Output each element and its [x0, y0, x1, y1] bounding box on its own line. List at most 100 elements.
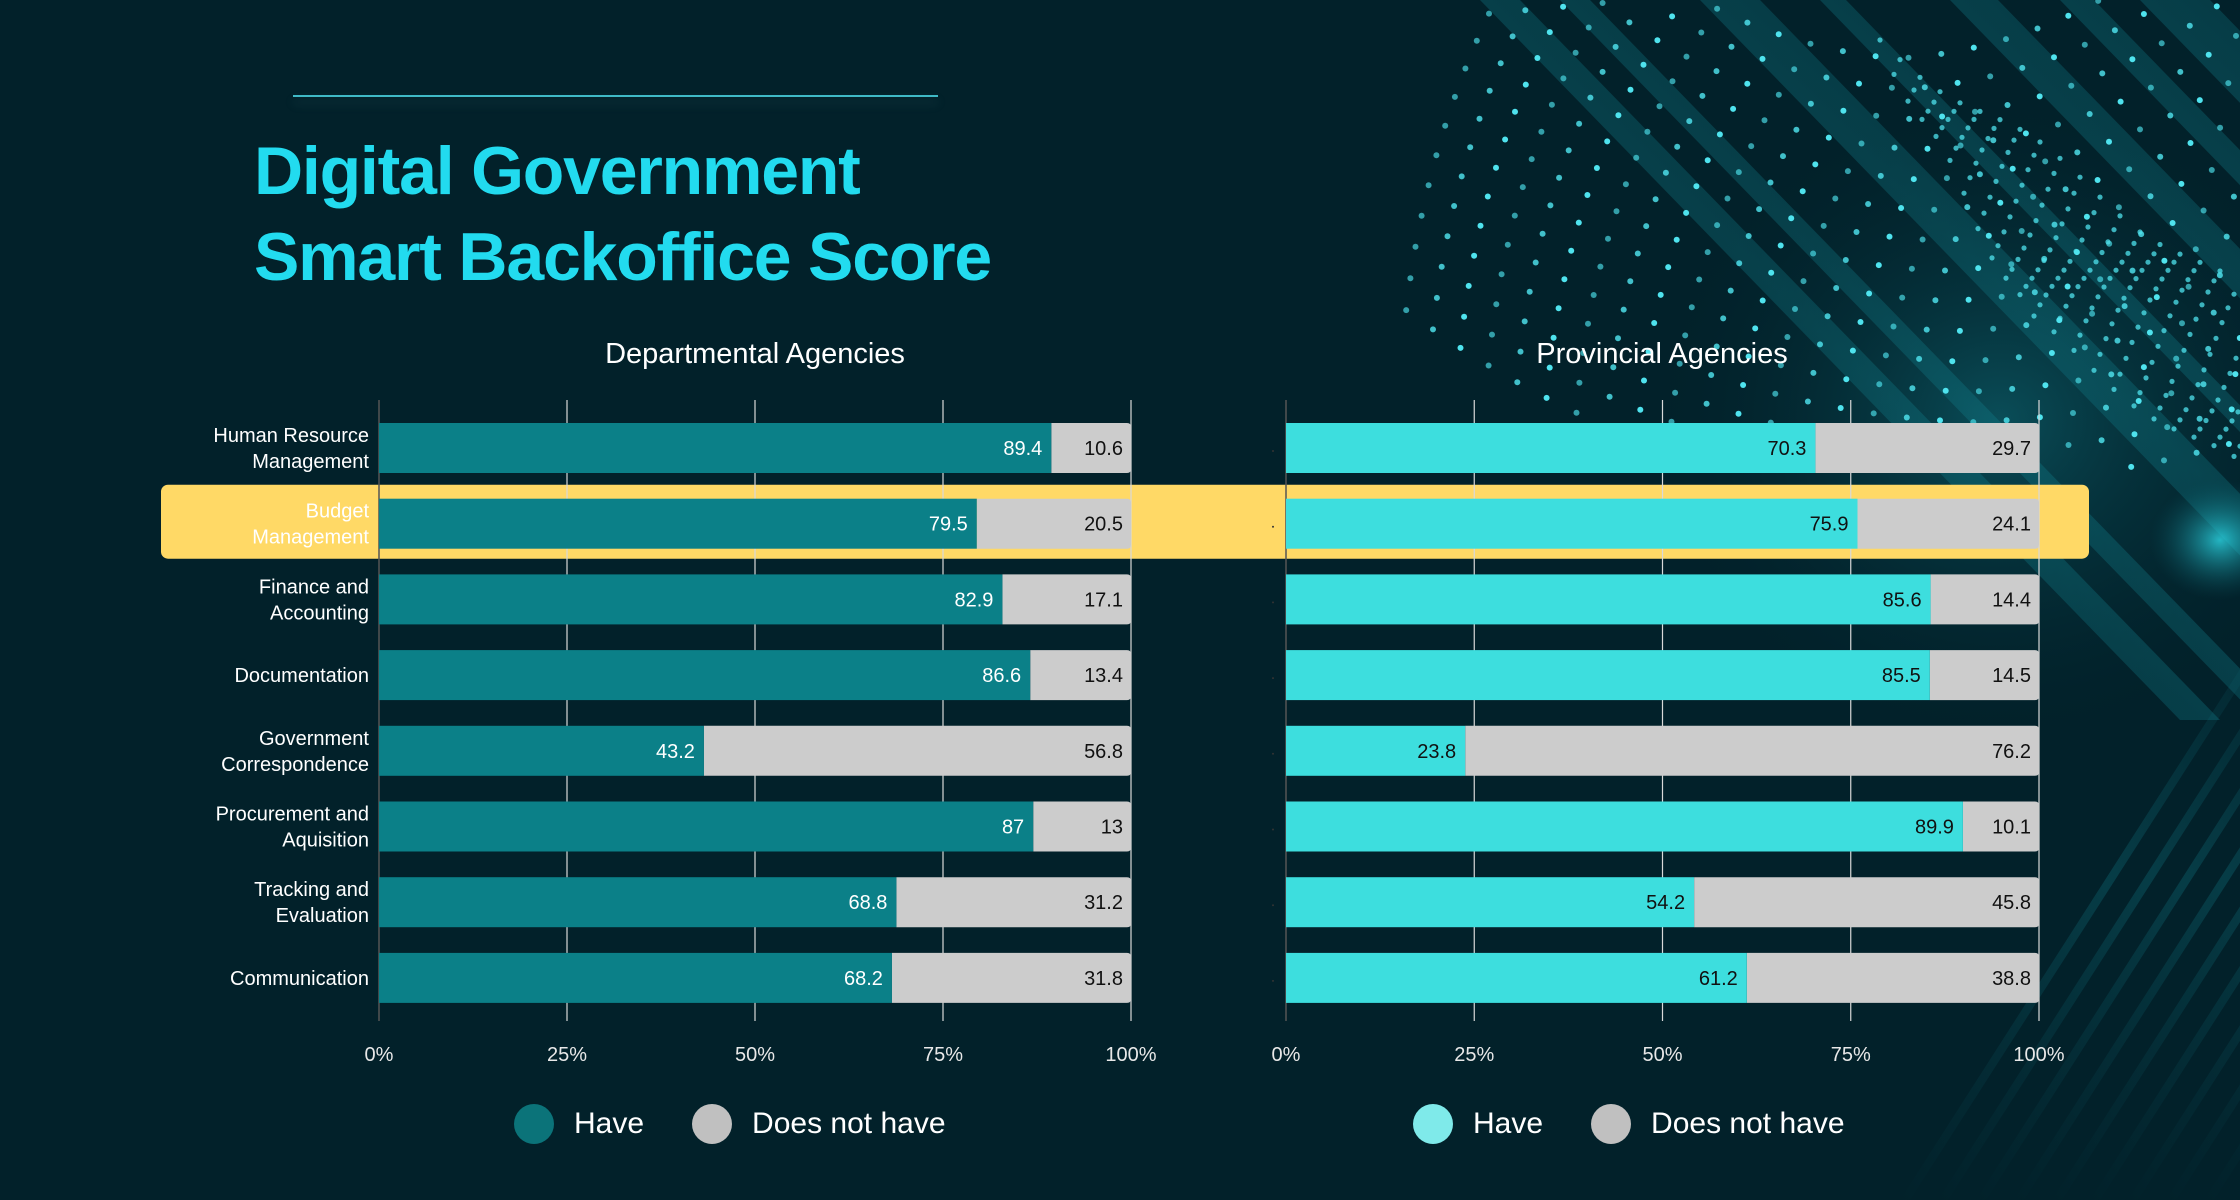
bar-label-does-not-have: 31.2 [1084, 892, 1123, 914]
legend-swatch-have [514, 1104, 554, 1144]
x-tick-label: 50% [1642, 1044, 1682, 1066]
bar-label-does-not-have: 20.5 [1084, 514, 1123, 536]
bar-have [1286, 574, 1931, 625]
bar-have [1286, 952, 1747, 1003]
category-label: Budget Management [252, 501, 369, 549]
bar-have [379, 801, 1034, 852]
bar-label-have: 68.8 [848, 892, 887, 914]
bar-label-does-not-have: 29.7 [1992, 438, 2031, 460]
legend-item-have: Have [1413, 1104, 1543, 1144]
bar-label-have: 54.2 [1646, 892, 1685, 914]
bar-have [379, 650, 1031, 701]
category-label-line: Budget [306, 501, 370, 523]
category-label: Procurement and Aquisition [216, 804, 369, 852]
bar-label-have: 75.9 [1810, 514, 1849, 536]
title-divider [293, 95, 938, 97]
bar-have [1286, 801, 1963, 852]
bar-label-does-not-have: 10.6 [1084, 438, 1123, 460]
bar-have [379, 877, 897, 928]
bar-label-have: 89.9 [1915, 817, 1954, 839]
legend-label-does-not-have: Does not have [752, 1107, 946, 1140]
bar-label-have: 70.3 [1767, 438, 1806, 460]
bar-does-not-have [1030, 650, 1131, 701]
legend-item-does-not-have: Does not have [692, 1104, 946, 1144]
page-title: Digital Government Smart Backoffice Scor… [254, 128, 992, 300]
category-label-line: Communication [230, 968, 369, 990]
bar-label-does-not-have: 14.4 [1992, 589, 2031, 611]
category-label-line: Management [252, 451, 369, 473]
legend-label-does-not-have: Does not have [1651, 1107, 1845, 1140]
category-label-line: Correspondence [221, 754, 369, 776]
empty-category-label [1272, 677, 1274, 680]
bar-does-not-have [1929, 650, 2039, 701]
bar-does-not-have [1857, 498, 2039, 549]
empty-category-label [1272, 828, 1274, 831]
provincial-legend: Have Does not have [1413, 1104, 1893, 1144]
x-tick-label: 50% [735, 1044, 775, 1066]
category-label: Documentation [234, 665, 369, 687]
bar-label-have: 68.2 [844, 968, 883, 990]
category-label-line: Evaluation [276, 905, 369, 927]
bar-label-does-not-have: 10.1 [1992, 817, 2031, 839]
departmental-chart-title: Departmental Agencies [605, 338, 905, 370]
bar-does-not-have [1962, 801, 2039, 852]
bar-label-have: 85.5 [1882, 665, 1921, 687]
bar-have [379, 423, 1052, 473]
category-label-line: Accounting [270, 602, 369, 624]
bar-label-does-not-have: 76.2 [1992, 741, 2031, 763]
category-label-line: Human Resource [213, 425, 369, 447]
category-label-line: Management [252, 527, 369, 549]
empty-category-label [1272, 904, 1274, 907]
legend-swatch-does-not-have [1591, 1104, 1632, 1144]
bar-does-not-have [976, 498, 1131, 549]
bar-does-not-have [896, 877, 1131, 928]
bar-label-does-not-have: 13.4 [1084, 665, 1123, 687]
bar-have [1286, 423, 1816, 473]
bar-label-does-not-have: 31.8 [1084, 968, 1123, 990]
bar-does-not-have [1930, 574, 2039, 625]
legend-swatch-have [1413, 1104, 1453, 1144]
bar-have [379, 725, 704, 776]
bar-label-have: 85.6 [1883, 589, 1922, 611]
x-tick-label: 75% [1831, 1044, 1871, 1066]
x-tick-label: 0% [1272, 1044, 1301, 1066]
bar-label-have: 43.2 [656, 741, 695, 763]
legend-label-have: Have [574, 1107, 645, 1140]
bar-label-have: 89.4 [1003, 438, 1042, 460]
bar-label-have: 61.2 [1699, 968, 1738, 990]
category-label-line: Documentation [234, 665, 369, 687]
bar-have [1286, 725, 1466, 776]
bar-have [379, 952, 892, 1003]
bar-label-does-not-have: 56.8 [1084, 741, 1123, 763]
x-tick-label: 100% [1105, 1044, 1156, 1066]
bar-label-does-not-have: 45.8 [1992, 892, 2031, 914]
bar-does-not-have [1746, 952, 2039, 1003]
bar-label-have: 86.6 [982, 665, 1021, 687]
title-line-1: Digital Government [254, 133, 861, 209]
title-line-2: Smart Backoffice Score [254, 219, 992, 295]
bar-label-does-not-have: 24.1 [1992, 514, 2031, 536]
departmental-chart: 0% 25% 50% 75% 100% 89.4 10.6 Human Resource Man… [213, 400, 1157, 1066]
legend-item-have: Have [514, 1104, 644, 1144]
legend-label-have: Have [1473, 1107, 1544, 1140]
empty-category-label [1272, 525, 1274, 528]
empty-category-label [1272, 752, 1274, 755]
provincial-chart: 0% 25% 50% 75% 100% 70.3 29.7 75.9 24.1 85.6 14.4 8… [1272, 400, 2065, 1066]
category-label-line: Finance and [259, 576, 369, 598]
bar-does-not-have [1694, 877, 2039, 928]
bar-does-not-have [1002, 574, 1131, 625]
bar-does-not-have [1033, 801, 1131, 852]
category-label: Finance and Accounting [259, 576, 369, 624]
x-tick-label: 0% [365, 1044, 394, 1066]
bar-label-does-not-have: 14.5 [1992, 665, 2031, 687]
bar-does-not-have [891, 952, 1131, 1003]
legend-swatch-does-not-have [692, 1104, 733, 1144]
category-label-line: Procurement and [216, 804, 369, 826]
bar-have [1286, 877, 1695, 928]
bar-label-does-not-have: 13 [1101, 817, 1123, 839]
x-tick-label: 75% [923, 1044, 963, 1066]
category-label: Tracking and Evaluation [254, 879, 369, 927]
bar-label-does-not-have: 38.8 [1992, 968, 2031, 990]
bar-have [379, 498, 977, 549]
x-tick-label: 25% [1454, 1044, 1494, 1066]
